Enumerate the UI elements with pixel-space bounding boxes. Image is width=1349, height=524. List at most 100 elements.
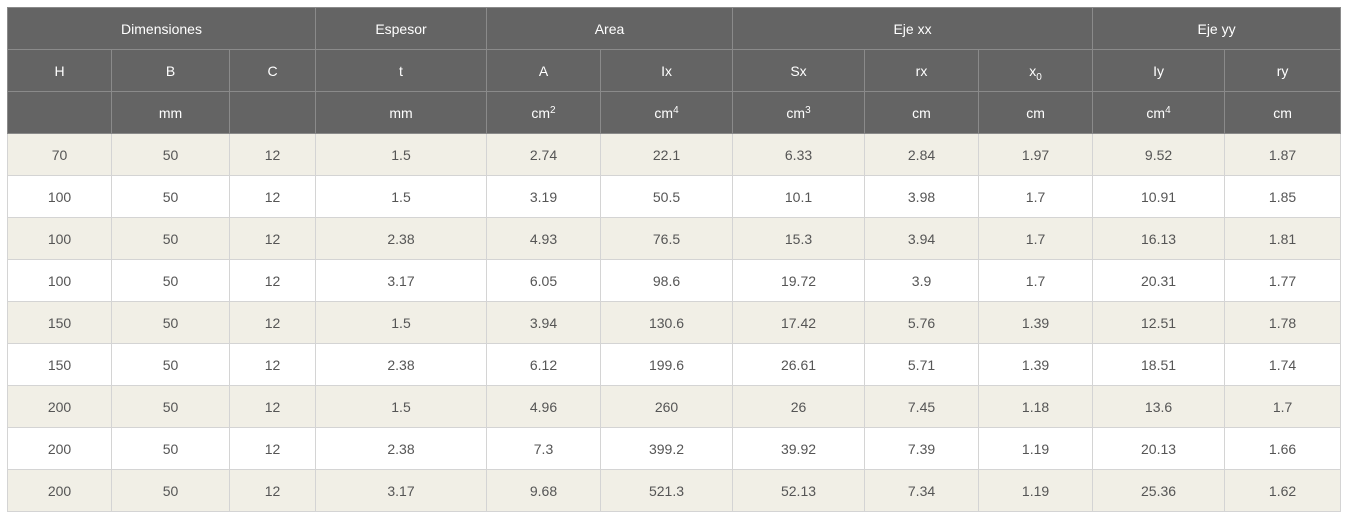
cell-x0: 1.7 xyxy=(978,175,1094,218)
cell-t: 1.5 xyxy=(315,175,487,218)
cell-c: 12 xyxy=(229,217,316,260)
cell-iy: 18.51 xyxy=(1092,343,1226,386)
table-row: 200 50 12 1.5 4.96 260 26 7.45 1.18 13.6 1.7 xyxy=(7,385,1342,428)
cell-b: 50 xyxy=(111,259,230,302)
cell-rx: 3.98 xyxy=(864,175,980,218)
cell-iy: 25.36 xyxy=(1092,469,1226,512)
cell-sx: 26.61 xyxy=(732,343,866,386)
cell-c: 12 xyxy=(229,427,316,470)
cell-ry: 1.7 xyxy=(1224,385,1342,428)
cell-rx: 3.94 xyxy=(864,217,980,260)
table-header: Dimensiones Espesor Area Eje xx Eje yy H… xyxy=(7,7,1342,134)
col-x0-subscript: 0 xyxy=(1036,71,1042,83)
cell-x0: 1.19 xyxy=(978,427,1094,470)
cell-b: 50 xyxy=(111,469,230,512)
cell-a: 3.94 xyxy=(486,301,601,344)
unit-a: cm2 xyxy=(486,91,601,134)
unit-ry: cm xyxy=(1224,91,1342,134)
cell-a: 7.3 xyxy=(486,427,601,470)
cell-ix: 260 xyxy=(599,385,734,428)
table-row: 100 50 12 2.38 4.93 76.5 15.3 3.94 1.7 16.13 1.81 xyxy=(7,217,1342,260)
cell-b: 50 xyxy=(111,385,230,428)
unit-h xyxy=(7,91,112,134)
cell-c: 12 xyxy=(229,175,316,218)
cell-ry: 1.78 xyxy=(1224,301,1342,344)
unit-a-base: cm xyxy=(531,104,551,121)
cell-b: 50 xyxy=(111,217,230,260)
group-area: Area xyxy=(485,7,734,50)
group-header-row: Dimensiones Espesor Area Eje xx Eje yy xyxy=(7,7,1342,50)
column-header-row: H B C t A Ix Sx rx x0 Iy ry xyxy=(7,49,1342,92)
cell-t: 1.5 xyxy=(315,385,487,428)
group-eje-yy: Eje yy xyxy=(1092,7,1342,50)
cell-rx: 2.84 xyxy=(864,133,980,176)
table-row: 200 50 12 3.17 9.68 521.3 52.13 7.34 1.19 25.36 1.… xyxy=(7,469,1342,512)
cell-ry: 1.74 xyxy=(1224,343,1342,386)
profile-properties-table: Dimensiones Espesor Area Eje xx Eje yy H… xyxy=(7,7,1342,512)
cell-iy: 9.52 xyxy=(1092,133,1226,176)
group-espesor: Espesor xyxy=(315,7,487,50)
cell-a: 6.12 xyxy=(486,343,601,386)
table-row: 200 50 12 2.38 7.3 399.2 39.92 7.39 1.19 20.13 1.6… xyxy=(7,427,1342,470)
cell-t: 1.5 xyxy=(315,133,487,176)
cell-ix: 130.6 xyxy=(599,301,734,344)
cell-iy: 20.13 xyxy=(1092,427,1226,470)
cell-sx: 15.3 xyxy=(732,217,866,260)
cell-h: 150 xyxy=(7,343,112,386)
unit-b: mm xyxy=(111,91,230,134)
cell-rx: 7.34 xyxy=(864,469,980,512)
cell-b: 50 xyxy=(111,175,230,218)
cell-ry: 1.77 xyxy=(1224,259,1342,302)
col-x0-base: x xyxy=(1029,62,1037,79)
cell-a: 3.19 xyxy=(486,175,601,218)
cell-rx: 5.71 xyxy=(864,343,980,386)
table-row: 150 50 12 2.38 6.12 199.6 26.61 5.71 1.39 18.51 1.… xyxy=(7,343,1342,386)
cell-ix: 50.5 xyxy=(599,175,734,218)
cell-b: 50 xyxy=(111,133,230,176)
cell-ix: 98.6 xyxy=(599,259,734,302)
col-t: t xyxy=(315,49,487,92)
cell-h: 100 xyxy=(7,175,112,218)
cell-rx: 3.9 xyxy=(864,259,980,302)
cell-iy: 20.31 xyxy=(1092,259,1226,302)
cell-h: 70 xyxy=(7,133,112,176)
col-sx: Sx xyxy=(732,49,866,92)
cell-t: 3.17 xyxy=(315,469,487,512)
unit-ix-base: cm xyxy=(654,104,674,121)
cell-a: 4.96 xyxy=(486,385,601,428)
cell-x0: 1.19 xyxy=(978,469,1094,512)
table-row: 100 50 12 1.5 3.19 50.5 10.1 3.98 1.7 10.91 1.85 xyxy=(7,175,1342,218)
unit-t: mm xyxy=(315,91,487,134)
cell-ry: 1.81 xyxy=(1224,217,1342,260)
cell-ix: 199.6 xyxy=(599,343,734,386)
table-body: 70 50 12 1.5 2.74 22.1 6.33 2.84 1.97 9.52 1.87 100… xyxy=(7,133,1342,512)
cell-ry: 1.66 xyxy=(1224,427,1342,470)
cell-sx: 19.72 xyxy=(732,259,866,302)
col-x0: x0 xyxy=(978,49,1094,92)
unit-iy: cm4 xyxy=(1092,91,1226,134)
cell-c: 12 xyxy=(229,343,316,386)
cell-ix: 399.2 xyxy=(599,427,734,470)
cell-rx: 5.76 xyxy=(864,301,980,344)
table-row: 150 50 12 1.5 3.94 130.6 17.42 5.76 1.39 12.51 1.7… xyxy=(7,301,1342,344)
cell-t: 2.38 xyxy=(315,427,487,470)
cell-c: 12 xyxy=(229,259,316,302)
cell-rx: 7.45 xyxy=(864,385,980,428)
unit-ix: cm4 xyxy=(599,91,734,134)
cell-ix: 22.1 xyxy=(599,133,734,176)
col-h: H xyxy=(7,49,112,92)
unit-sx-base: cm xyxy=(786,104,806,121)
group-eje-xx: Eje xx xyxy=(732,7,1094,50)
cell-sx: 39.92 xyxy=(732,427,866,470)
cell-a: 2.74 xyxy=(486,133,601,176)
table-row: 100 50 12 3.17 6.05 98.6 19.72 3.9 1.7 20.31 1.77 xyxy=(7,259,1342,302)
col-c: C xyxy=(229,49,316,92)
col-iy: Iy xyxy=(1092,49,1226,92)
cell-sx: 10.1 xyxy=(732,175,866,218)
cell-ry: 1.87 xyxy=(1224,133,1342,176)
cell-b: 50 xyxy=(111,427,230,470)
cell-c: 12 xyxy=(229,301,316,344)
cell-ix: 76.5 xyxy=(599,217,734,260)
cell-t: 1.5 xyxy=(315,301,487,344)
cell-c: 12 xyxy=(229,385,316,428)
